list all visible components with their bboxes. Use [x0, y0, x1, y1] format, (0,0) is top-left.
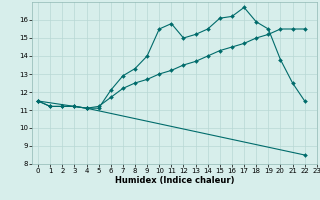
X-axis label: Humidex (Indice chaleur): Humidex (Indice chaleur) — [115, 176, 234, 185]
